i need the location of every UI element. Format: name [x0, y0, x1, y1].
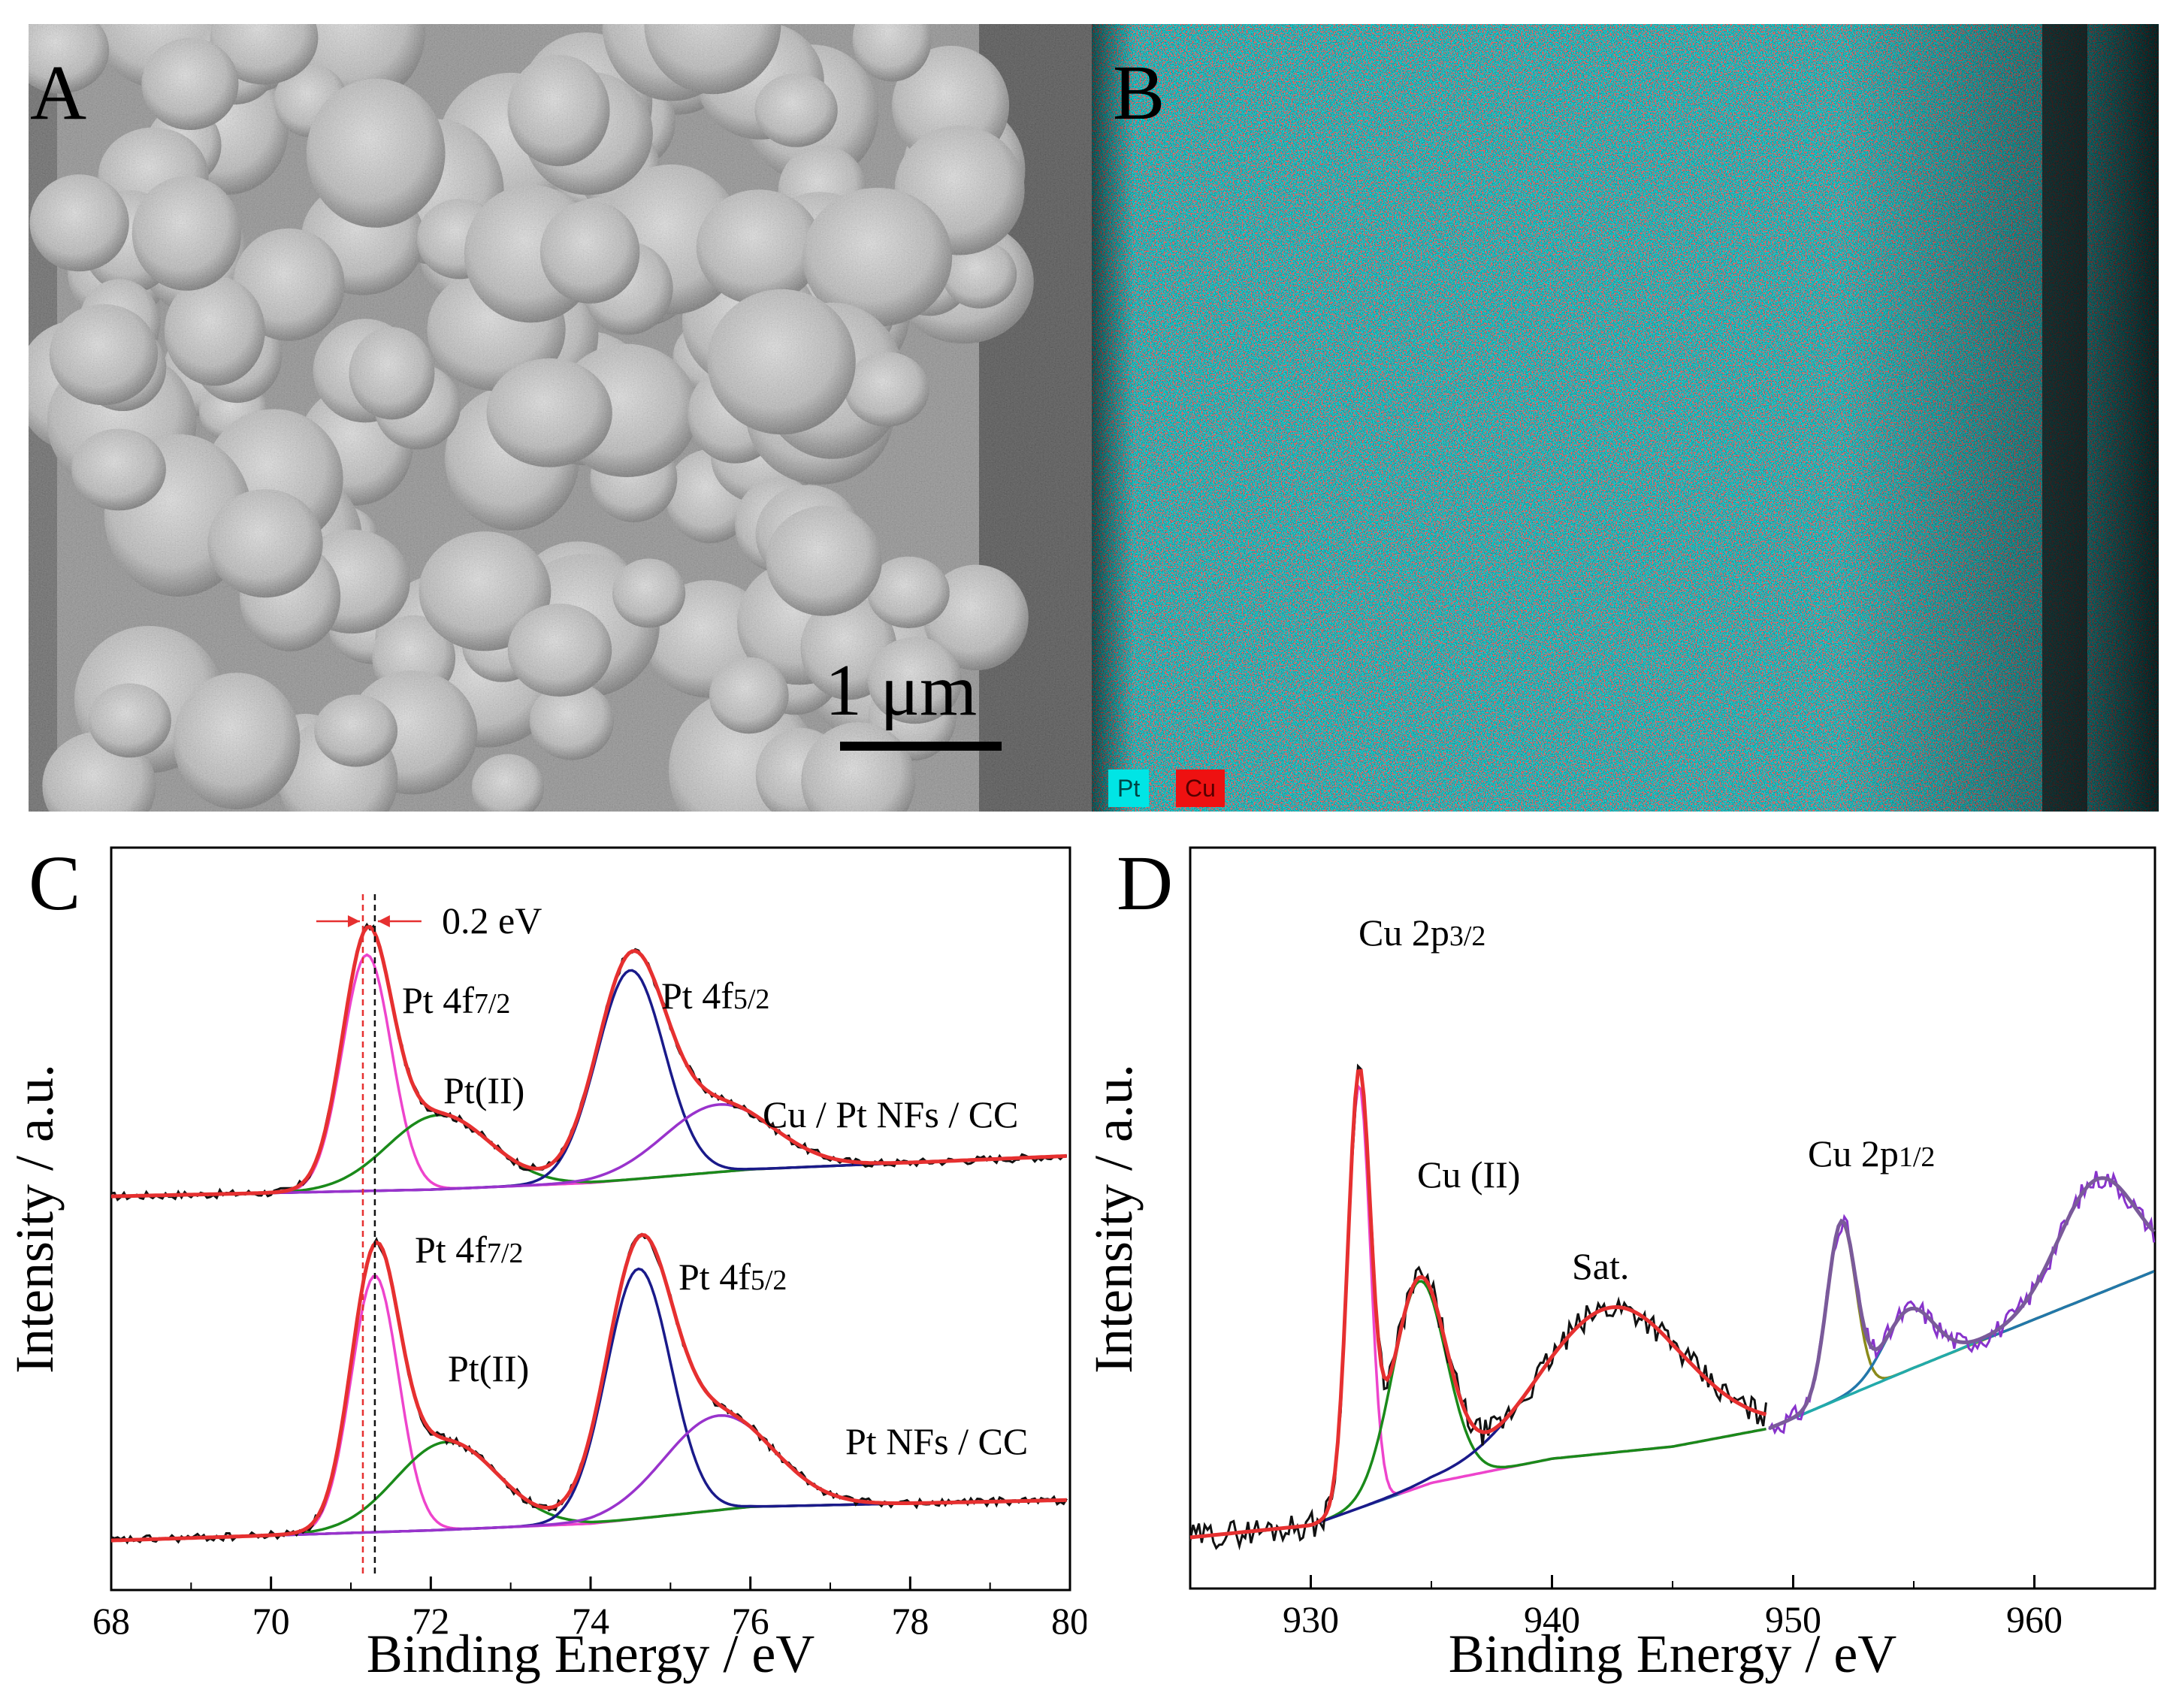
envelope-fit-cu2p32 [1189, 1069, 1767, 1540]
bottom-peak2-label: Pt 4f5/2 [678, 1256, 787, 1298]
x-tick-label: 78 [891, 1600, 929, 1642]
x-tick-label: 74 [572, 1600, 609, 1642]
plot-area [1189, 1063, 2156, 1551]
x-tick-label: 960 [2006, 1598, 2063, 1640]
shift-arrow-right-head [377, 915, 390, 927]
x-axis-label: Binding Energy / eV [367, 1624, 815, 1684]
panel-letter-d: D [1117, 840, 1173, 927]
scale-bar-label: 1 μm [825, 650, 978, 731]
x-axis: 930 940 950 960 [1189, 1575, 2063, 1640]
cuii-label: Cu (II) [1417, 1153, 1520, 1196]
bottom-sample-label: Pt NFs / CC [845, 1420, 1028, 1462]
shift-arrow-left-head [347, 915, 360, 927]
x-tick-label: 950 [1765, 1598, 1821, 1640]
xps-cu2p-chart: D 930 940 950 960 Binding Energy / eV Inten… [1086, 840, 2156, 1684]
component-cu2p32-sat- [1189, 1305, 1767, 1539]
sem-image-panel: A 1 μm [29, 24, 1092, 812]
envelope-fit-cu-pt-nfs [110, 924, 1067, 1199]
envelope-fit-pt-nfs [110, 1232, 1067, 1543]
x-axis: 68 70 72 74 76 78 80 [92, 1576, 1086, 1642]
panel-letter-b: B [1113, 50, 1165, 136]
component-pt-nfs-pt-4f5-2-pt-0- [110, 1267, 1067, 1542]
bottom-peak1-label: Pt 4f7/2 [415, 1229, 523, 1271]
bottom-ptii-label: Pt(II) [448, 1347, 529, 1389]
cu2p12-label: Cu 2p1/2 [1808, 1132, 1935, 1174]
legend-cu: Cu [1176, 769, 1225, 807]
x-tick-label: 80 [1051, 1600, 1086, 1642]
sem-image [29, 24, 1092, 812]
satellite-label: Sat. [1572, 1245, 1629, 1287]
x-tick-label: 930 [1283, 1598, 1339, 1640]
raw-data-cu-pt-nfs [110, 922, 1068, 1202]
y-axis-label: Intensity / a.u. [1086, 1064, 1144, 1374]
x-tick-label: 76 [732, 1600, 769, 1642]
xps-pt4f-chart: C 68 70 72 74 76 78 80 Binding Energy / eV Int… [5, 840, 1086, 1684]
scale-bar [840, 742, 1002, 751]
raw-data-pt-nfs [110, 1232, 1068, 1545]
plot-frame [110, 846, 1071, 1592]
envelope-fit-cu2p12 [1768, 1176, 2156, 1431]
cu2p32-label: Cu 2p3/2 [1359, 911, 1485, 954]
top-sample-label: Cu / Pt NFs / CC [763, 1093, 1018, 1135]
x-tick-label: 72 [412, 1600, 449, 1642]
x-tick-label: 940 [1524, 1598, 1580, 1640]
eds-map-image [1092, 24, 2159, 812]
eds-map-panel: B Pt Cu [1092, 24, 2159, 812]
legend-pt: Pt [1108, 769, 1150, 807]
top-ptii-label: Pt(II) [443, 1069, 524, 1111]
panel-letter-c: C [29, 840, 80, 927]
component-cu2p32-cu-ii- [1189, 1280, 1767, 1539]
top-peak1-label: Pt 4f7/2 [402, 979, 510, 1021]
x-tick-label: 70 [252, 1600, 290, 1642]
plot-area [110, 894, 1068, 1575]
shift-label: 0.2 eV [442, 899, 542, 942]
x-axis-label: Binding Energy / eV [1449, 1624, 1897, 1684]
raw-data-cu2p32 [1189, 1063, 1767, 1551]
component-cu2p12-cu-2p1-2 [1768, 1220, 2155, 1430]
component-pt-nfs-pt-4f7-2-pt-0- [110, 1274, 1067, 1542]
top-peak2-label: Pt 4f5/2 [661, 975, 769, 1017]
y-axis-label: Intensity / a.u. [5, 1064, 65, 1374]
x-tick-label: 68 [92, 1600, 130, 1642]
panel-letter-a: A [30, 50, 87, 136]
